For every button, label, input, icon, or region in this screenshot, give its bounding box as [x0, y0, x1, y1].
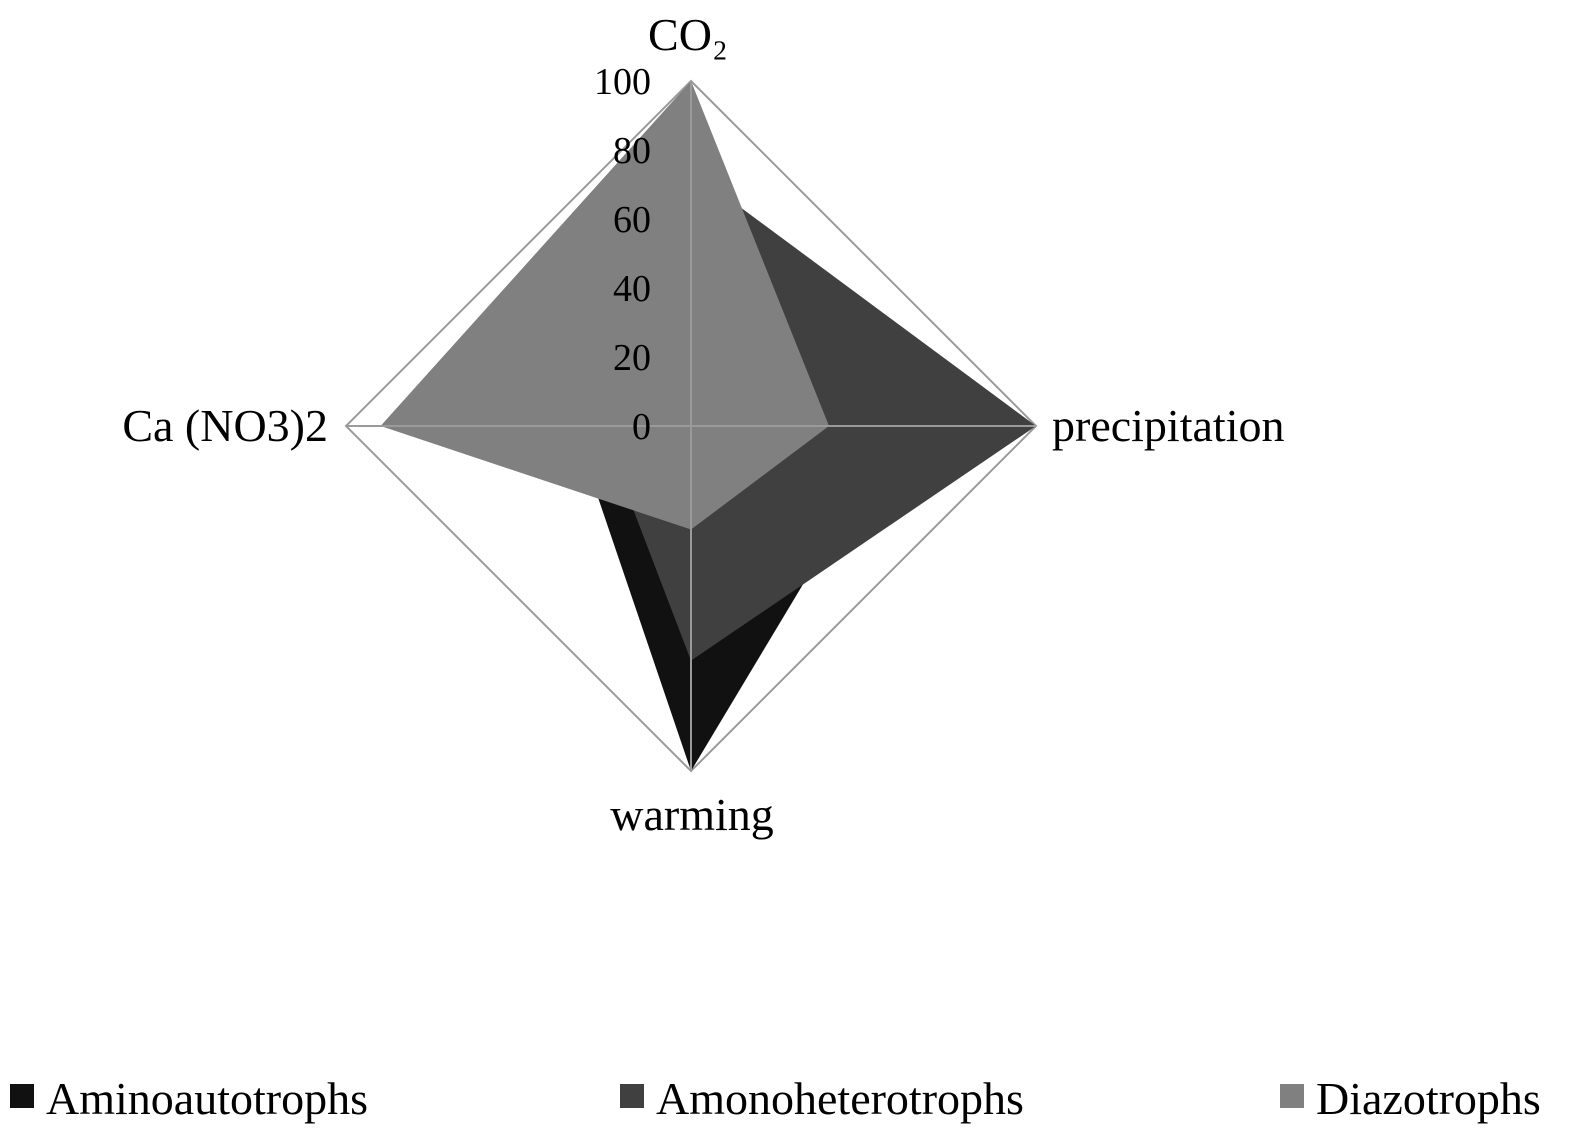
tick-label-80: 80 — [613, 130, 651, 172]
legend-item-diazotrophs: Diazotrophs — [1280, 1073, 1541, 1124]
axis-label-co2: CO₂ — [648, 9, 728, 60]
legend-item-aminoautotrophs: Aminoautotrophs — [10, 1073, 368, 1124]
legend-label-amonoheterotrophs: Amonoheterotrophs — [656, 1073, 1024, 1124]
legend-label-aminoautotrophs: Aminoautotrophs — [46, 1073, 368, 1124]
tick-label-60: 60 — [613, 199, 651, 241]
legend-item-amonoheterotrophs: Amonoheterotrophs — [620, 1073, 1024, 1124]
series-area-diazotrophs — [380, 81, 829, 530]
axis-labels: CO₂ precipitation warming Ca (NO3)2 — [122, 9, 1284, 840]
radar-tick-labels: 0 20 40 60 80 100 — [594, 61, 651, 448]
axis-label-ca-no3-2: Ca (NO3)2 — [122, 400, 328, 451]
legend-label-diazotrophs: Diazotrophs — [1316, 1073, 1541, 1124]
series-layer — [380, 81, 1036, 771]
tick-label-40: 40 — [613, 268, 651, 310]
legend: Aminoautotrophs Amonoheterotrophs Diazot… — [10, 1073, 1541, 1124]
legend-swatch-aminoautotrophs — [10, 1084, 34, 1108]
legend-swatch-amonoheterotrophs — [620, 1084, 644, 1108]
tick-label-100: 100 — [594, 61, 651, 103]
tick-label-20: 20 — [613, 337, 651, 379]
axis-label-precipitation: precipitation — [1052, 400, 1284, 451]
legend-swatch-diazotrophs — [1280, 1084, 1304, 1108]
radar-spokes — [346, 81, 1036, 771]
tick-label-0: 0 — [632, 406, 651, 448]
axis-label-warming: warming — [610, 789, 774, 840]
